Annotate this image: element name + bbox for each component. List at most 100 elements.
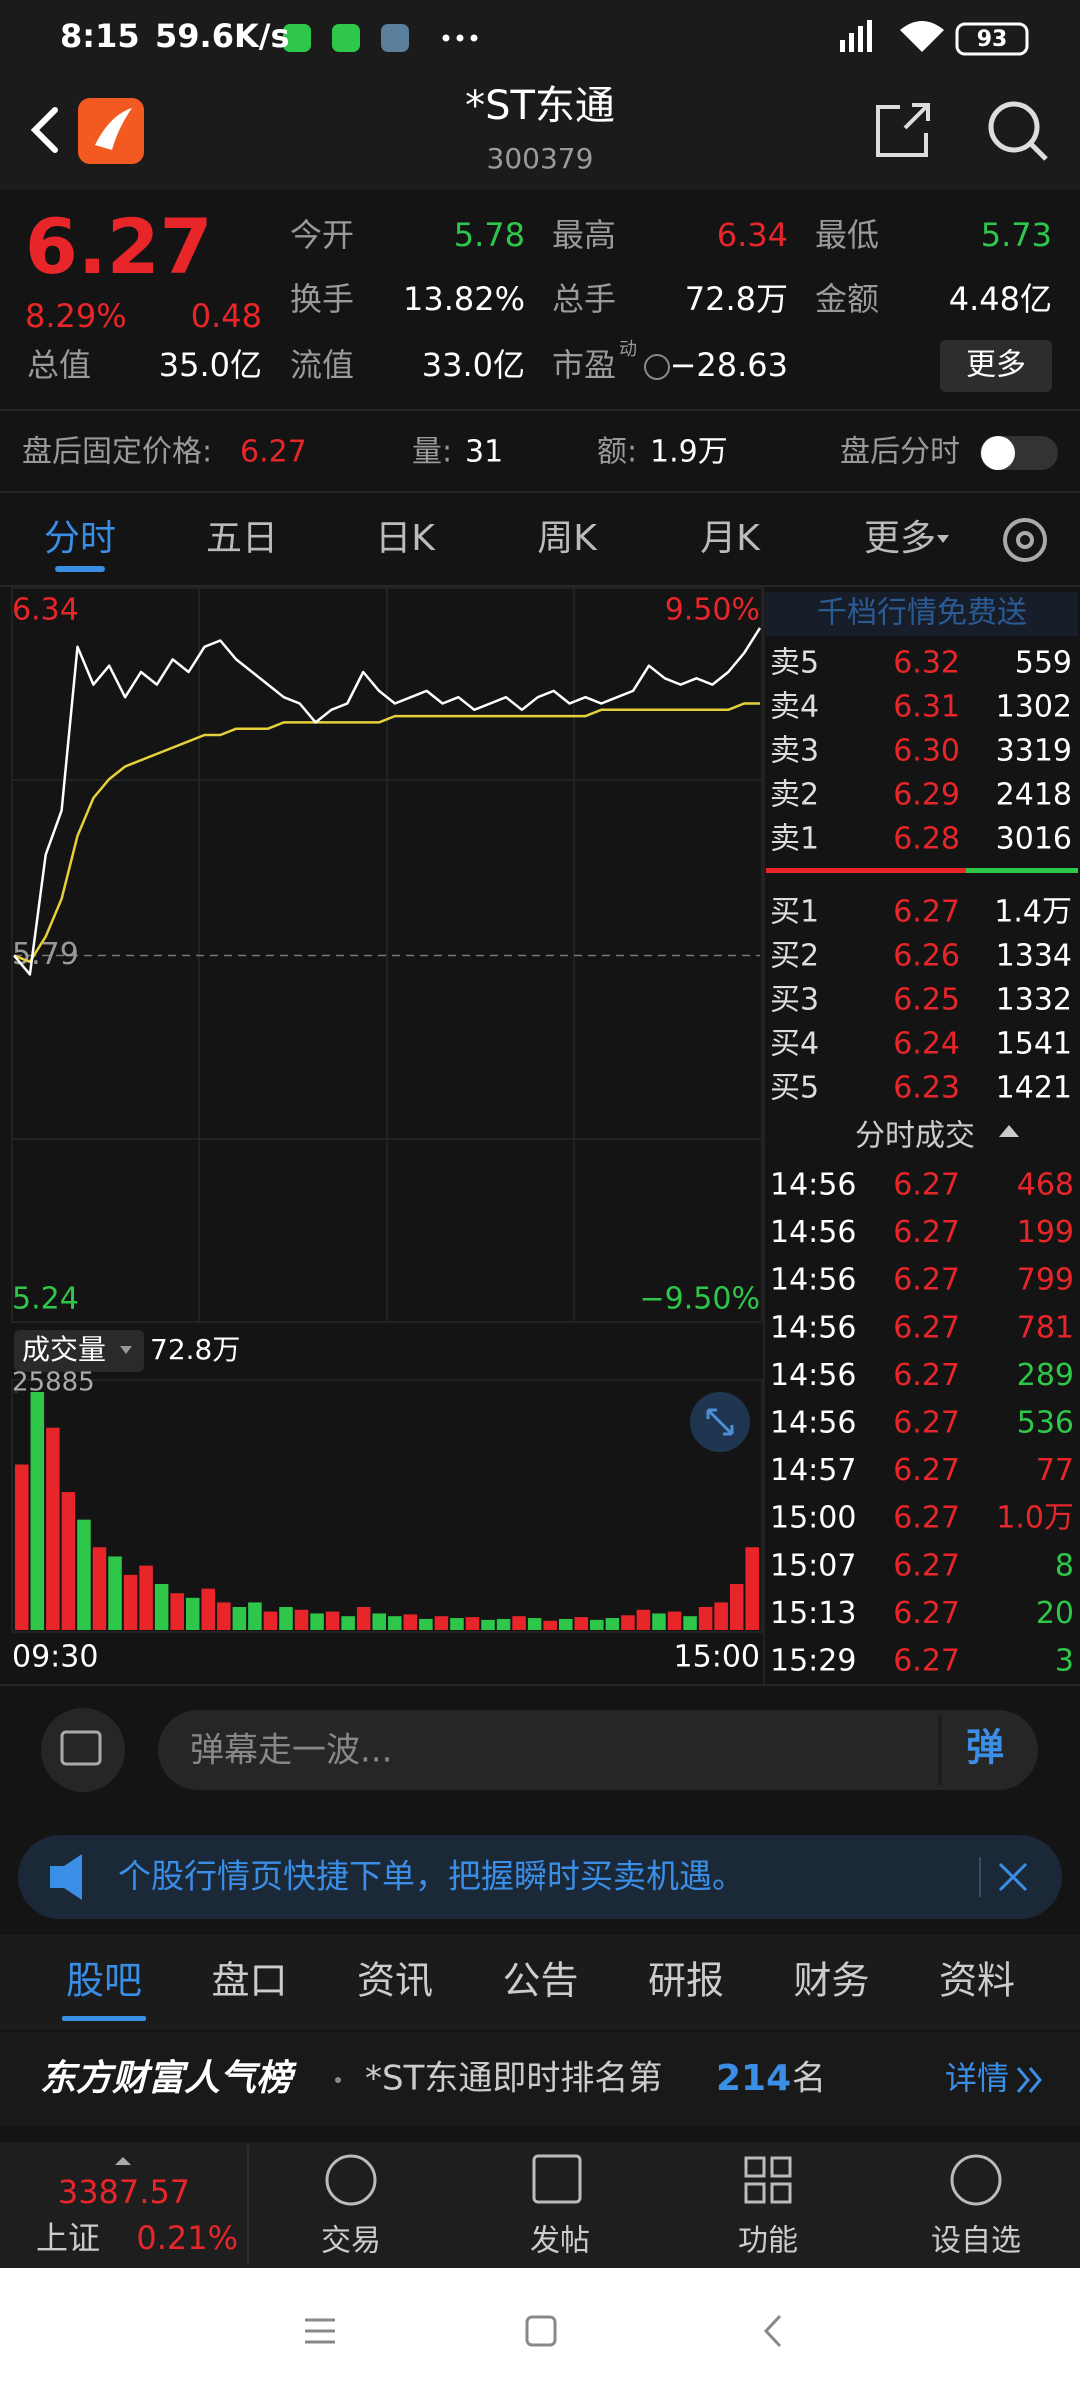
field-label: 最低 xyxy=(815,216,879,254)
field-value: 72.8万 xyxy=(685,280,788,318)
field-label: 总值 xyxy=(27,346,91,384)
trade-volume: 799 xyxy=(1017,1263,1074,1298)
chart-tab[interactable]: 日K xyxy=(375,518,436,559)
banner-close[interactable] xyxy=(998,1862,1028,1892)
trade-price: 6.27 xyxy=(893,1310,960,1345)
volume-selector-bg[interactable] xyxy=(14,1330,144,1372)
volume-bar xyxy=(527,1618,542,1630)
share-icon[interactable] xyxy=(876,103,930,157)
trade-price: 6.27 xyxy=(893,1263,960,1298)
post-icon xyxy=(532,2154,582,2204)
book-label: 卖2 xyxy=(770,778,819,813)
volume-bar xyxy=(481,1619,495,1630)
field-label: 最高 xyxy=(552,216,616,254)
dot xyxy=(442,34,450,42)
trades-title[interactable]: 分时成交 xyxy=(855,1119,975,1154)
volume-bar xyxy=(419,1618,433,1630)
trade-price: 6.27 xyxy=(893,1548,960,1583)
chart-tab[interactable]: 月K xyxy=(700,518,761,559)
fav-icon xyxy=(950,2154,1002,2206)
volume-bar xyxy=(683,1616,697,1630)
search-icon[interactable] xyxy=(988,101,1048,161)
info-tab[interactable]: 研报 xyxy=(648,1959,724,2003)
danmaku-icon xyxy=(60,1730,102,1766)
chart-tab[interactable]: 五日 xyxy=(206,518,278,559)
trade-volume: 1.0万 xyxy=(996,1501,1074,1536)
volume-bar xyxy=(77,1519,91,1630)
volume-bar xyxy=(667,1611,682,1630)
banner-bg[interactable] xyxy=(18,1835,1062,1919)
order-book-title-bg xyxy=(766,592,1078,636)
index-value[interactable]: 3387.57 xyxy=(58,2173,190,2211)
field-label: 换手 xyxy=(290,280,354,318)
volume-bar xyxy=(15,1464,29,1630)
settings-icon xyxy=(381,24,409,52)
nav-item[interactable]: 功能 xyxy=(738,2224,798,2259)
trade-volume: 20 xyxy=(1036,1596,1074,1631)
info-tab[interactable]: 资讯 xyxy=(357,1959,433,2003)
nav-item[interactable]: 设自选 xyxy=(931,2224,1021,2259)
chart-tab[interactable]: 分时 xyxy=(44,518,116,559)
field-value: 5.78 xyxy=(454,216,525,254)
after-hours-amt-label: 额: xyxy=(597,435,637,470)
info-tab[interactable]: 股吧 xyxy=(66,1959,142,2003)
battery-level: 93 xyxy=(977,27,1008,52)
info-tab[interactable]: 资料 xyxy=(939,1959,1015,2003)
banner-text[interactable]: 个股行情页快捷下单，把握瞬时买卖机遇。 xyxy=(118,1857,745,1896)
more-button[interactable]: 更多 xyxy=(966,348,1026,383)
volume-bar xyxy=(263,1611,278,1630)
chart-tab[interactable]: 更多 xyxy=(864,518,936,559)
home-key[interactable] xyxy=(525,2315,557,2347)
book-volume: 1.4万 xyxy=(994,895,1072,930)
time-end: 15:00 xyxy=(674,1640,760,1675)
ranking-detail[interactable]: 详情 xyxy=(945,2059,1009,2097)
volume-bar xyxy=(46,1427,60,1630)
toggle-knob[interactable] xyxy=(981,436,1015,470)
nav-item[interactable]: 交易 xyxy=(321,2224,381,2259)
back-key[interactable] xyxy=(763,2314,782,2348)
bottom-nav-bg xyxy=(0,2142,1080,2268)
back-icon[interactable] xyxy=(30,107,58,153)
chart-tab[interactable]: 周K xyxy=(537,518,598,559)
info-tab[interactable]: 公告 xyxy=(502,1959,578,2003)
volume-bar xyxy=(652,1613,666,1630)
menu-key[interactable] xyxy=(305,2318,335,2344)
index-change[interactable]: 0.21% xyxy=(136,2219,238,2257)
volume-bar xyxy=(201,1588,216,1630)
index-name[interactable]: 上证 xyxy=(36,2219,100,2257)
after-hours-vol: 31 xyxy=(465,435,503,470)
volume-bar xyxy=(185,1597,200,1630)
time-start: 09:30 xyxy=(12,1640,98,1675)
info-tab[interactable]: 财务 xyxy=(793,1959,869,2003)
change-percent: 8.29% xyxy=(25,297,127,335)
info-tab[interactable]: 盘口 xyxy=(211,1959,287,2003)
book-label: 卖3 xyxy=(770,734,819,769)
volume-bar xyxy=(636,1609,651,1630)
search-circle xyxy=(988,101,1040,153)
danmaku-button[interactable]: 弹 xyxy=(966,1726,1004,1770)
volume-bar xyxy=(403,1614,418,1630)
chart-settings-icon[interactable] xyxy=(1003,518,1047,562)
book-volume: 1332 xyxy=(996,983,1072,1018)
book-volume: 1302 xyxy=(996,690,1072,725)
trade-price: 6.27 xyxy=(893,1168,960,1203)
danmaku-placeholder[interactable]: 弹幕走一波... xyxy=(190,1731,392,1771)
trade-volume: 3 xyxy=(1055,1644,1074,1679)
danmaku-icon-bg[interactable] xyxy=(41,1708,125,1792)
danmaku-input[interactable] xyxy=(158,1710,1038,1790)
pe-info-icon[interactable] xyxy=(644,354,670,380)
ranking-bg[interactable] xyxy=(0,2032,1080,2126)
status-icons xyxy=(283,20,1029,56)
more-button-bg[interactable] xyxy=(940,340,1052,392)
change-amount: 0.48 xyxy=(191,297,262,335)
trade-volume: 781 xyxy=(1017,1310,1074,1345)
after-hours-amt: 1.9万 xyxy=(650,435,728,470)
volume-selector[interactable]: 成交量 xyxy=(22,1333,106,1366)
trade-time: 14:56 xyxy=(770,1168,856,1203)
nav-item[interactable]: 发帖 xyxy=(530,2224,590,2259)
book-label: 买2 xyxy=(770,939,819,974)
trade-time: 14:56 xyxy=(770,1310,856,1345)
volume-bar xyxy=(621,1615,635,1630)
volume-bar xyxy=(92,1547,107,1630)
